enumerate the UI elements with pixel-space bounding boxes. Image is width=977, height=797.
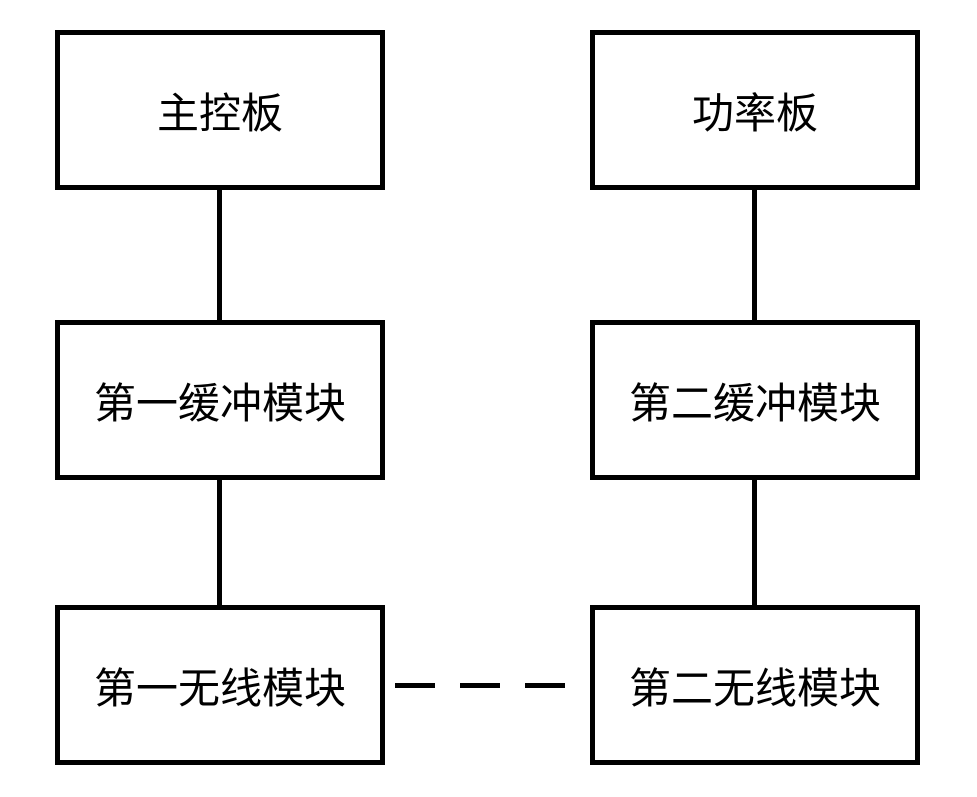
node-label: 第二缓冲模块 [629, 370, 881, 431]
node-label: 第一无线模块 [94, 655, 346, 716]
node-second-buffer-module: 第二缓冲模块 [590, 320, 920, 480]
node-label: 第二无线模块 [629, 655, 881, 716]
node-first-buffer-module: 第一缓冲模块 [55, 320, 385, 480]
node-label: 主控板 [157, 80, 283, 141]
node-main-control-board: 主控板 [55, 30, 385, 190]
node-first-wireless-module: 第一无线模块 [55, 605, 385, 765]
node-label: 功率板 [692, 80, 818, 141]
node-power-board: 功率板 [590, 30, 920, 190]
node-second-wireless-module: 第二无线模块 [590, 605, 920, 765]
edge-left-mid-to-bot [217, 480, 222, 605]
edge-right-mid-to-bot [752, 480, 757, 605]
edge-right-top-to-mid [752, 190, 757, 320]
node-label: 第一缓冲模块 [94, 370, 346, 431]
edge-left-top-to-mid [217, 190, 222, 320]
edge-dashed-wireless-link [385, 683, 590, 688]
